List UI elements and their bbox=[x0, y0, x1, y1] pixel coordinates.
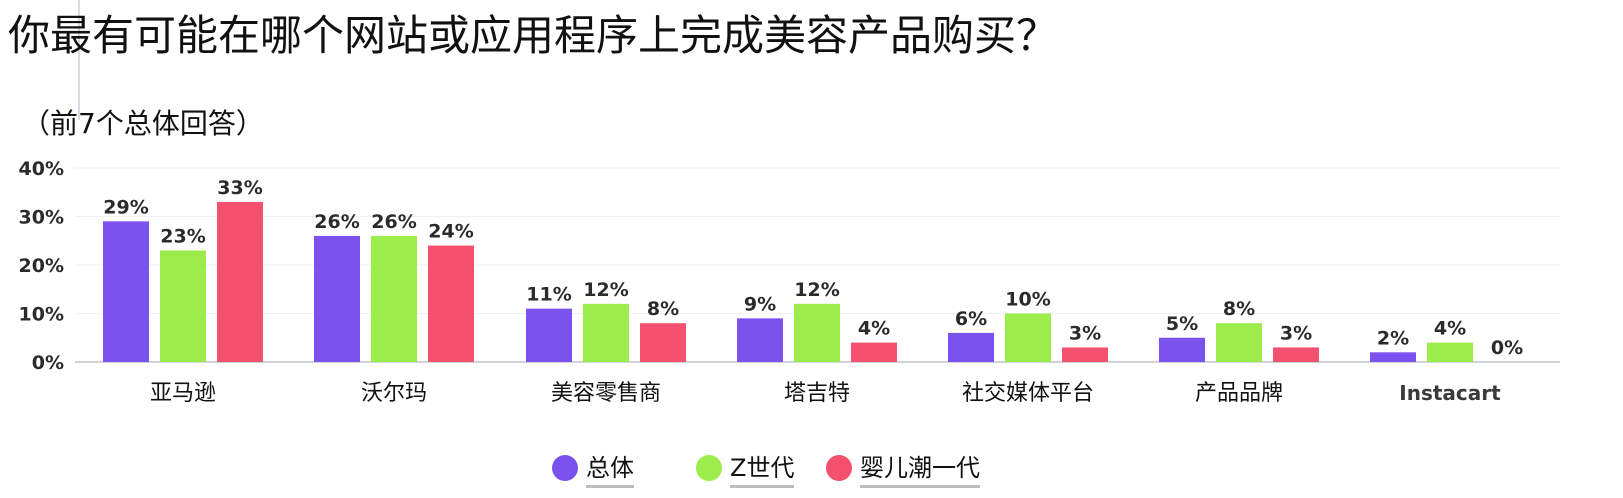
data-label: 4% bbox=[1434, 318, 1466, 340]
legend-swatch-millennial bbox=[826, 455, 852, 481]
bar bbox=[1159, 337, 1205, 362]
bar bbox=[160, 250, 206, 362]
data-label: 8% bbox=[1223, 298, 1255, 320]
y-tick-label: 20% bbox=[19, 255, 64, 277]
bar bbox=[794, 303, 840, 362]
x-tick-label: 产品品牌 bbox=[1195, 381, 1283, 406]
page-title: 你最有可能在哪个网站或应用程序上完成美容产品购买？ bbox=[8, 11, 1059, 60]
bar bbox=[1062, 347, 1108, 362]
data-label: 8% bbox=[647, 298, 679, 320]
bar bbox=[1005, 313, 1051, 362]
bar bbox=[583, 303, 629, 362]
bar bbox=[217, 201, 263, 362]
x-tick-label: 亚马逊 bbox=[150, 381, 216, 406]
data-label: 26% bbox=[314, 211, 359, 233]
x-tick-label: Instacart bbox=[1399, 381, 1501, 405]
legend-swatch-genz bbox=[696, 455, 722, 481]
data-label: 5% bbox=[1166, 313, 1198, 335]
legend-label-millennial: 婴儿潮一代 bbox=[860, 448, 980, 488]
data-label: 3% bbox=[1069, 322, 1101, 344]
chart-legend: 总体 Z世代 婴儿潮一代 bbox=[0, 448, 1623, 498]
legend-item-genz: Z世代 bbox=[696, 448, 795, 488]
x-tick-label: 塔吉特 bbox=[784, 381, 850, 406]
data-label: 23% bbox=[160, 225, 205, 247]
bar bbox=[526, 308, 572, 362]
bar bbox=[314, 235, 360, 362]
vertical-divider bbox=[78, 0, 80, 120]
y-tick-label: 40% bbox=[19, 158, 64, 180]
data-label: 0% bbox=[1491, 337, 1523, 359]
bar bbox=[1216, 323, 1262, 362]
x-tick-label: 社交媒体平台 bbox=[962, 381, 1094, 406]
legend-item-overall: 总体 bbox=[552, 448, 634, 488]
legend-label-genz: Z世代 bbox=[730, 448, 795, 488]
data-label: 9% bbox=[744, 293, 776, 315]
y-tick-label: 10% bbox=[19, 304, 64, 326]
data-label: 3% bbox=[1280, 322, 1312, 344]
data-label: 12% bbox=[583, 279, 628, 301]
data-label: 11% bbox=[526, 284, 571, 306]
bar bbox=[737, 318, 783, 362]
data-label: 24% bbox=[428, 221, 473, 243]
bar bbox=[851, 342, 897, 362]
data-label: 26% bbox=[371, 211, 416, 233]
bar bbox=[371, 235, 417, 362]
y-tick-label: 30% bbox=[19, 207, 64, 229]
data-label: 29% bbox=[103, 196, 148, 218]
data-label: 12% bbox=[794, 279, 839, 301]
data-label: 33% bbox=[217, 177, 262, 199]
bar-chart: 0% 10% 20% 30% 40% 29% 23% 33% 亚马逊 26% 26% 24% 沃尔玛 11… bbox=[19, 158, 1560, 406]
data-label: 2% bbox=[1377, 327, 1409, 349]
bar bbox=[640, 323, 686, 362]
bar bbox=[1370, 352, 1416, 362]
bar bbox=[428, 245, 474, 362]
y-tick-label: 0% bbox=[32, 352, 64, 374]
x-tick-label: 沃尔玛 bbox=[361, 381, 427, 406]
chart-subtitle: （前7个总体回答） bbox=[22, 107, 264, 140]
bar bbox=[1427, 342, 1473, 362]
legend-label-overall: 总体 bbox=[586, 448, 634, 488]
bar bbox=[103, 221, 149, 362]
legend-item-millennial: 婴儿潮一代 bbox=[826, 448, 980, 488]
data-label: 6% bbox=[955, 308, 987, 330]
legend-swatch-overall bbox=[552, 455, 578, 481]
data-label: 10% bbox=[1005, 289, 1050, 311]
bar bbox=[948, 332, 994, 362]
data-label: 4% bbox=[858, 318, 890, 340]
x-tick-label: 美容零售商 bbox=[551, 381, 661, 406]
bar bbox=[1273, 347, 1319, 362]
